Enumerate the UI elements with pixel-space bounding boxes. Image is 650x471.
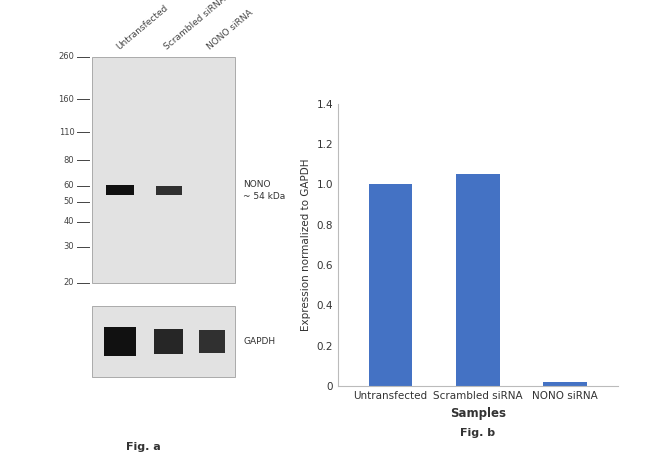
Text: NONO
~ 54 kDa: NONO ~ 54 kDa: [243, 180, 285, 201]
Y-axis label: Expression normalized to GAPDH: Expression normalized to GAPDH: [301, 159, 311, 331]
Bar: [92, 306, 235, 377]
Text: NONO siRNA: NONO siRNA: [206, 8, 255, 52]
Text: Fig. b: Fig. b: [460, 428, 495, 438]
Bar: [92, 57, 235, 283]
Text: GAPDH: GAPDH: [243, 337, 275, 346]
Bar: [456, 174, 500, 386]
Text: 60: 60: [64, 181, 74, 190]
Text: 80: 80: [64, 156, 74, 165]
Bar: [199, 330, 224, 353]
Bar: [543, 382, 587, 386]
Text: Scrambled siRNA: Scrambled siRNA: [163, 0, 228, 52]
Text: 110: 110: [58, 128, 74, 137]
Bar: [105, 327, 136, 356]
Bar: [155, 329, 183, 354]
Text: 30: 30: [64, 243, 74, 252]
Text: 160: 160: [58, 95, 74, 104]
Bar: [369, 184, 412, 386]
Bar: [156, 186, 181, 195]
X-axis label: Samples: Samples: [450, 406, 506, 420]
Text: Untransfected: Untransfected: [114, 4, 170, 52]
Text: Fig. a: Fig. a: [125, 442, 161, 452]
Text: 260: 260: [58, 52, 74, 61]
Bar: [106, 185, 135, 195]
Text: 20: 20: [64, 278, 74, 287]
Text: 50: 50: [64, 197, 74, 206]
Text: 40: 40: [64, 217, 74, 226]
